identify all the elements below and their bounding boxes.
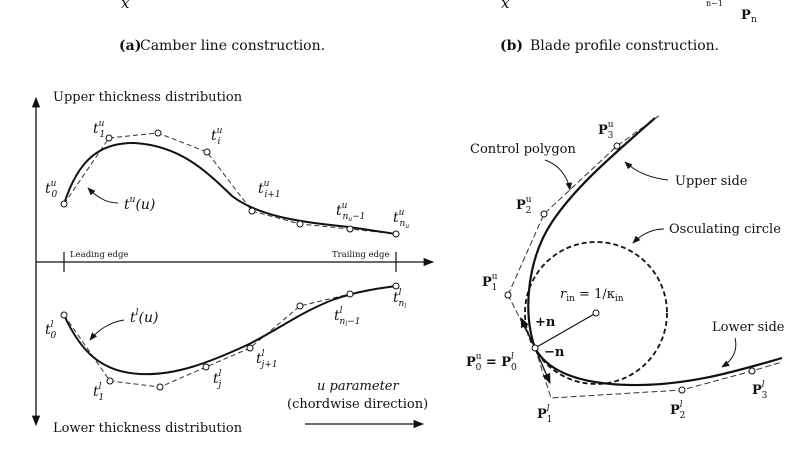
blade-control-polygon-lower: [534, 347, 783, 399]
lower-point-j: [202, 363, 210, 371]
point-p3-upper: [613, 142, 621, 150]
osculating-circle-pointer: [632, 228, 665, 244]
point-p2-lower: [678, 386, 686, 394]
lower-point-2: [156, 383, 164, 391]
leading-edge-label: Leading edge: [70, 250, 128, 260]
upper-control-points: [60, 129, 400, 238]
blade-control-polygon: [507, 114, 661, 296]
top-pn-fragment: n−1: [706, 0, 723, 8]
trailing-edge-label: Trailing edge: [332, 250, 390, 260]
control-polygon-label: Control polygon: [470, 142, 577, 157]
radius-equation: rin = 1/κin: [560, 287, 624, 304]
p3-lower-label: Pl 3: [752, 380, 768, 401]
point-p2-upper: [540, 210, 548, 218]
lower-point-j1: [246, 344, 254, 352]
lower-side-label: Lower side: [712, 320, 785, 335]
upper-label-t0: tu 0: [45, 179, 57, 200]
osculating-circle-label: Osculating circle: [669, 222, 781, 237]
lower-point-1: [106, 377, 114, 385]
lower-thickness-title: Lower thickness distribution: [53, 421, 243, 436]
minus-n-label: −n: [544, 345, 565, 360]
lower-point-n: [392, 282, 400, 290]
caption-b-text: Blade profile construction.: [530, 38, 719, 54]
osculating-circle: [524, 241, 668, 385]
upper-label-tnm1: tu nu−1: [336, 201, 365, 223]
lower-point-0: [60, 311, 68, 319]
upper-point-2: [154, 129, 162, 137]
caption-a-label: (a): [119, 38, 141, 54]
p0-label: Pu 0 = Pl 0: [466, 352, 517, 373]
p1-upper-label: Pu 1: [482, 272, 498, 293]
upper-point-nm1: [346, 225, 354, 233]
caption-b-label: (b): [500, 38, 523, 54]
p3-upper-label: Pu 3: [598, 120, 614, 141]
u-parameter-label: u parameter: [317, 379, 399, 394]
upper-point-i: [203, 148, 211, 156]
lower-control-polygon: [63, 285, 397, 388]
lower-label-tj: tl j: [213, 369, 222, 390]
plus-n-label: +n: [535, 315, 556, 330]
upper-point-i1: [248, 207, 256, 215]
lower-thickness-curve: [63, 285, 397, 376]
point-p0: [531, 344, 539, 352]
upper-label-tn: tu nu: [393, 208, 409, 230]
caption-a-text: Camber line construction.: [140, 38, 325, 54]
lower-point-5: [296, 302, 304, 310]
right-panel: Control polygon Upper side Osculating ci…: [466, 114, 785, 425]
lower-label-tn: tl nl: [393, 288, 406, 310]
lower-label-tnm1: tl nl−1: [334, 306, 361, 328]
point-p3-lower: [748, 367, 756, 375]
lower-curve-label: tl(u): [130, 308, 158, 326]
upper-side-curve: [527, 117, 656, 349]
upper-thickness-title: Upper thickness distribution: [53, 90, 243, 105]
upper-point-n: [392, 230, 400, 238]
top-pn-label: P: [741, 8, 751, 23]
lower-label-tj1: tl j+1: [256, 349, 278, 370]
upper-control-polygon: [63, 132, 397, 235]
upper-side-pointer: [624, 161, 669, 181]
upper-label-ti: tu i: [211, 126, 223, 147]
lower-label-t0: tl 0: [45, 320, 57, 341]
top-pn-sub: n: [751, 15, 757, 25]
point-p1-upper: [504, 291, 512, 299]
p2-lower-label: Pl 2: [670, 400, 685, 421]
control-polygon-pointer: [544, 159, 572, 191]
lower-label-t1: tl 1: [93, 382, 104, 403]
top-x-left: x: [121, 0, 130, 12]
top-x-right: x: [501, 0, 510, 12]
p1-lower-label: Pl 1: [537, 404, 552, 425]
upper-curve-label: tu(u): [124, 195, 155, 213]
circle-center: [592, 309, 600, 317]
minus-n-arrow: [534, 347, 551, 384]
left-panel: Upper thickness distribution Lower thick…: [31, 90, 435, 436]
u-parameter-sublabel: (chordwise direction): [287, 397, 428, 412]
lower-control-points: [60, 282, 400, 391]
upper-label-ti1: tu i+1: [258, 179, 281, 200]
upper-side-label: Upper side: [675, 174, 748, 189]
upper-curve-pointer: [87, 187, 119, 204]
radius-line: [534, 312, 597, 349]
lower-curve-pointer: [89, 319, 125, 341]
p2-upper-label: Pu 2: [516, 195, 532, 216]
upper-point-5: [296, 220, 304, 228]
lower-side-pointer: [721, 337, 737, 368]
upper-point-0: [60, 200, 68, 208]
plus-n-arrow: [520, 317, 536, 349]
lower-point-nm1: [346, 290, 354, 298]
upper-label-t1: tu 1: [93, 119, 105, 140]
upper-point-1: [105, 134, 113, 142]
lower-side-curve: [534, 347, 783, 387]
blade-control-points: [504, 142, 756, 394]
